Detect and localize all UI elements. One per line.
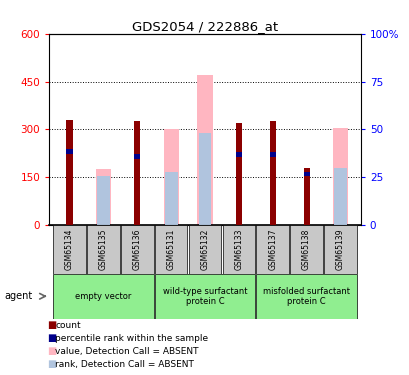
Bar — [121, 225, 153, 274]
Bar — [155, 225, 187, 274]
Bar — [66, 149, 72, 154]
Bar — [164, 172, 177, 225]
Bar — [269, 122, 275, 225]
Text: GSM65131: GSM65131 — [166, 229, 175, 270]
Bar — [134, 154, 140, 159]
Bar — [324, 225, 356, 274]
Text: GSM65136: GSM65136 — [133, 229, 142, 270]
Text: ■: ■ — [47, 359, 56, 369]
Bar — [333, 168, 346, 225]
Title: GDS2054 / 222886_at: GDS2054 / 222886_at — [132, 20, 277, 33]
Bar — [188, 225, 221, 274]
Bar — [155, 274, 254, 319]
Bar — [66, 120, 72, 225]
Bar — [53, 225, 85, 274]
Bar — [197, 75, 212, 225]
Text: rank, Detection Call = ABSENT: rank, Detection Call = ABSENT — [55, 360, 194, 369]
Bar — [235, 153, 241, 157]
Text: GSM65137: GSM65137 — [267, 229, 276, 270]
Bar — [97, 176, 110, 225]
Text: GSM65138: GSM65138 — [301, 229, 310, 270]
Text: empty vector: empty vector — [75, 292, 131, 301]
Bar — [53, 274, 153, 319]
Text: percentile rank within the sample: percentile rank within the sample — [55, 334, 208, 343]
Text: wild-type surfactant
protein C: wild-type surfactant protein C — [162, 286, 247, 306]
Bar — [269, 153, 275, 157]
Bar — [87, 225, 119, 274]
Bar — [303, 168, 309, 225]
Text: GSM65132: GSM65132 — [200, 229, 209, 270]
Text: misfolded surfactant
protein C: misfolded surfactant protein C — [263, 286, 349, 306]
Text: GSM65139: GSM65139 — [335, 229, 344, 270]
Text: GSM65134: GSM65134 — [65, 229, 74, 270]
Bar — [198, 133, 211, 225]
Text: ■: ■ — [47, 346, 56, 356]
Bar — [96, 169, 111, 225]
Bar — [235, 123, 241, 225]
Bar — [303, 172, 309, 176]
Bar — [332, 128, 347, 225]
Text: ■: ■ — [47, 320, 56, 330]
Bar — [256, 225, 288, 274]
Text: GSM65133: GSM65133 — [234, 229, 243, 270]
Bar — [256, 274, 356, 319]
Bar — [222, 225, 254, 274]
Bar — [290, 225, 322, 274]
Bar — [134, 122, 140, 225]
Text: count: count — [55, 321, 81, 330]
Text: agent: agent — [4, 291, 32, 301]
Text: value, Detection Call = ABSENT: value, Detection Call = ABSENT — [55, 347, 198, 356]
Bar — [163, 129, 178, 225]
Text: GSM65135: GSM65135 — [99, 229, 108, 270]
Text: ■: ■ — [47, 333, 56, 343]
